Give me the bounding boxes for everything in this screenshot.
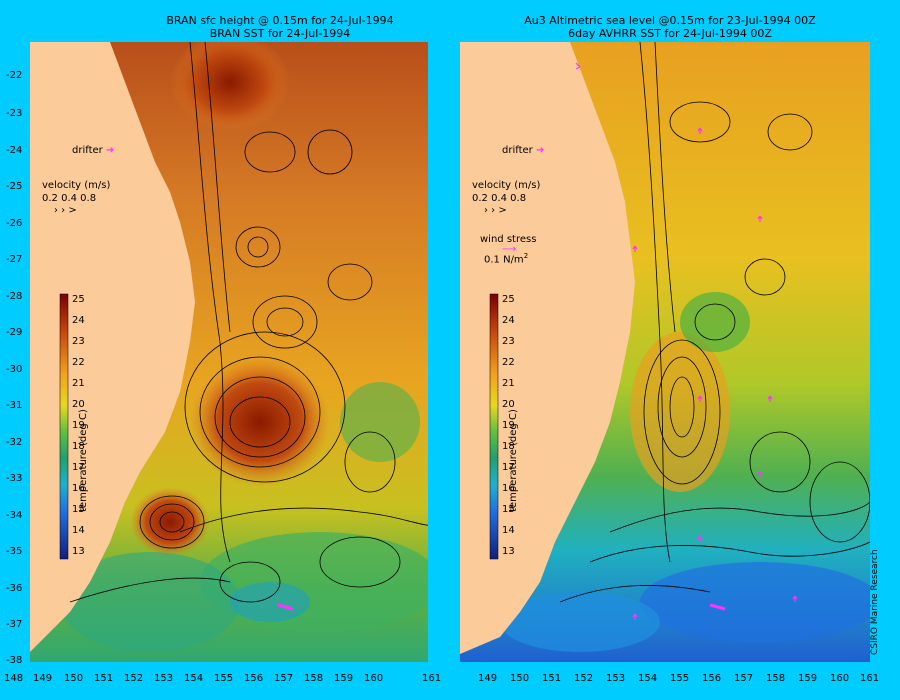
left-velocity-scale: 0.2 0.4 0.8 <box>42 193 97 204</box>
wind-stress-label: wind stress <box>480 234 537 245</box>
right-velocity-scale: 0.2 0.4 0.8 <box>472 193 527 204</box>
left-height-contours <box>69 42 428 603</box>
right-height-contours <box>559 42 870 603</box>
right-drifter-label: drifter ➔ <box>502 145 545 156</box>
credit-text: CSIRO Marine Research <box>870 549 880 655</box>
left-title-line-1: BRAN sfc height @ 0.15m for 24-Jul-1994 <box>166 14 394 27</box>
right-title-line-1: Au3 Altimetric sea level @0.15m for 23-J… <box>524 14 816 27</box>
wind-stress-arrow-icon: ⟶ <box>502 244 517 255</box>
left-velocity-arrows-icon: › › > <box>54 205 77 216</box>
left-velocity-label: velocity (m/s) <box>42 180 111 191</box>
right-map-title: Au3 Altimetric sea level @0.15m for 23-J… <box>480 14 860 40</box>
left-land-mass <box>30 42 195 652</box>
right-velocity-label: velocity (m/s) <box>472 180 541 191</box>
left-drifter-track <box>277 603 294 611</box>
right-map-graphic <box>460 42 870 662</box>
wind-stress-arrows <box>575 62 798 620</box>
left-title-line-2: BRAN SST for 24-Jul-1994 <box>209 27 351 40</box>
left-map: drifter ➔ velocity (m/s) 0.2 0.4 0.8 › ›… <box>30 42 428 662</box>
left-map-graphic <box>30 42 428 662</box>
right-colorbar <box>489 293 499 560</box>
right-velocity-arrows-icon: › › > <box>484 205 507 216</box>
left-drifter-label: drifter ➔ <box>72 145 115 156</box>
right-drifter-track <box>709 603 726 611</box>
right-land-mass <box>460 42 635 654</box>
drifter-arrow-icon: ➔ <box>535 145 545 156</box>
right-map: drifter ➔ velocity (m/s) 0.2 0.4 0.8 › ›… <box>460 42 870 662</box>
left-colorbar <box>59 293 69 560</box>
wind-stress-value: 0.1 N/m2 <box>484 252 529 266</box>
left-map-title: BRAN sfc height @ 0.15m for 24-Jul-1994 … <box>80 14 480 40</box>
right-title-line-2: 6day AVHRR SST for 24-Jul-1994 00Z <box>568 27 772 40</box>
drifter-arrow-icon: ➔ <box>105 145 115 156</box>
